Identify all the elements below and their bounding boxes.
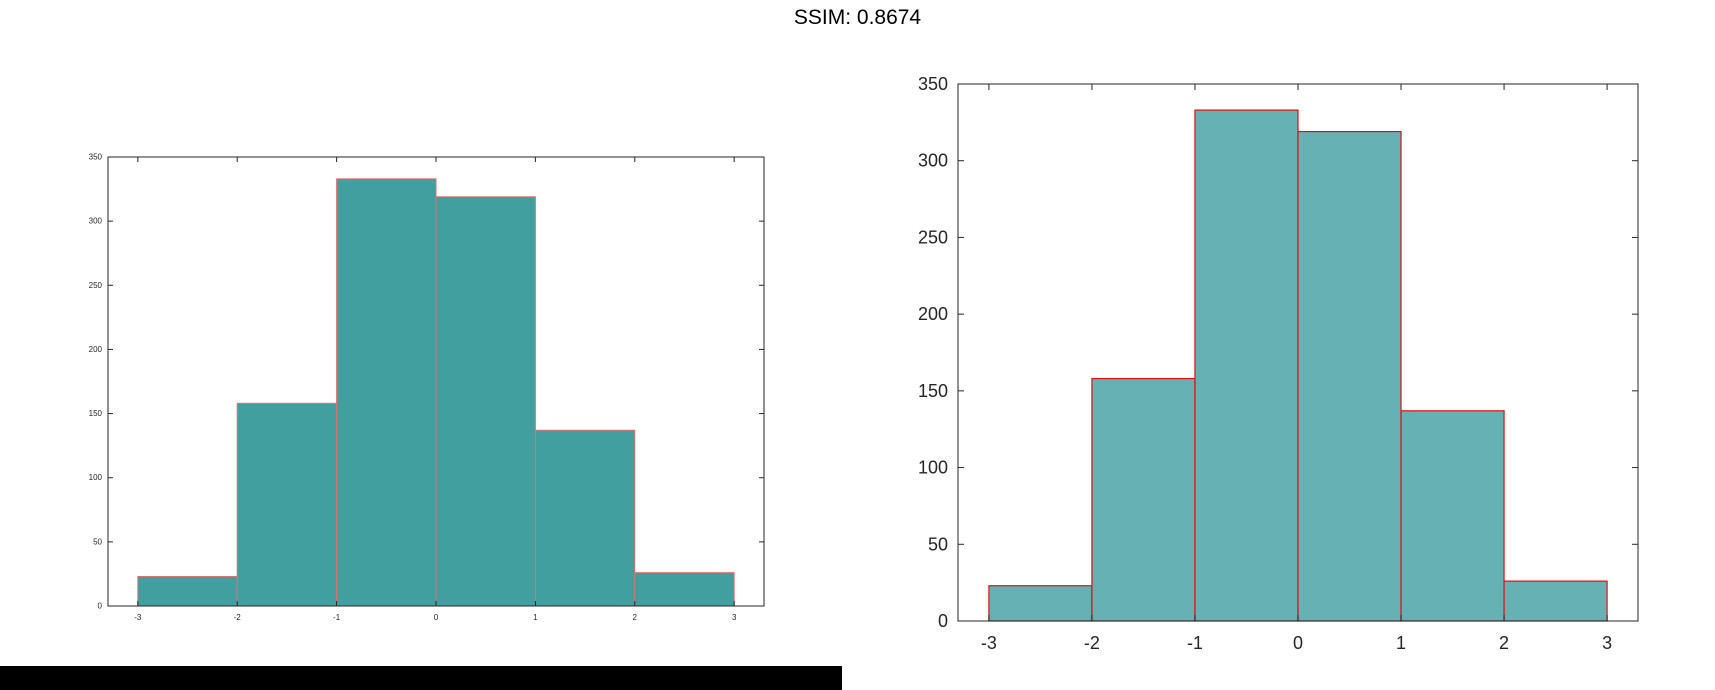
histogram-left: -3 -2 -1 0 1 2 3 0 50 100 150 200 250 300 350 [89,153,765,622]
histogram-bar [1400,410,1505,622]
y-tick-label: 50 [928,534,948,554]
y-tick-label: 200 [918,304,948,324]
x-tick-label: 3 [732,613,737,622]
histogram-bar [634,572,735,607]
histogram-bar [336,178,437,607]
x-tick-label: -2 [1084,633,1100,653]
x-tick-label: 2 [1499,633,1509,653]
histogram-bar [236,402,338,607]
y-tick-label: 150 [89,409,103,418]
y-tick-label: 300 [89,217,103,226]
y-tick-label: 250 [89,281,103,290]
black-bar [0,666,842,690]
x-tick-label: 1 [1396,633,1406,653]
x-tick-label: -1 [333,613,341,622]
y-tick-label: 350 [89,153,103,162]
histogram-bar [1503,580,1608,622]
y-tick-label: 300 [918,151,948,171]
y-tick-label: 350 [918,74,948,94]
x-tick-label: 1 [533,613,538,622]
histogram-right: -3 -2 -1 0 1 2 3 0 50 100 150 200 250 300 350 [918,74,1639,653]
y-tick-label: 0 [98,602,103,611]
histogram-bar [988,585,1093,622]
y-tick-label: 200 [89,345,103,354]
histogram-bar [534,429,636,607]
histogram-bar [137,575,238,607]
x-tick-label: 3 [1602,633,1612,653]
histogram-bar [1091,377,1196,622]
x-tick-label: 0 [1293,633,1303,653]
y-tick-label: 0 [938,611,948,631]
histogram-bar [435,196,536,607]
x-tick-label: 0 [434,613,439,622]
x-tick-label: -2 [234,613,242,622]
y-tick-label: 250 [918,227,948,247]
x-tick-label: -3 [134,613,142,622]
x-tick-label: -1 [1187,633,1203,653]
y-tick-label: 100 [918,458,948,478]
x-tick-label: -3 [981,633,997,653]
histogram-bar [1297,130,1402,622]
page-title: SSIM: 0.8674 [793,6,922,29]
y-tick-label: 50 [93,537,102,546]
y-tick-label: 100 [89,473,103,482]
x-tick-label: 2 [633,613,638,622]
y-tick-label: 150 [918,381,948,401]
histogram-bar [1194,109,1299,622]
